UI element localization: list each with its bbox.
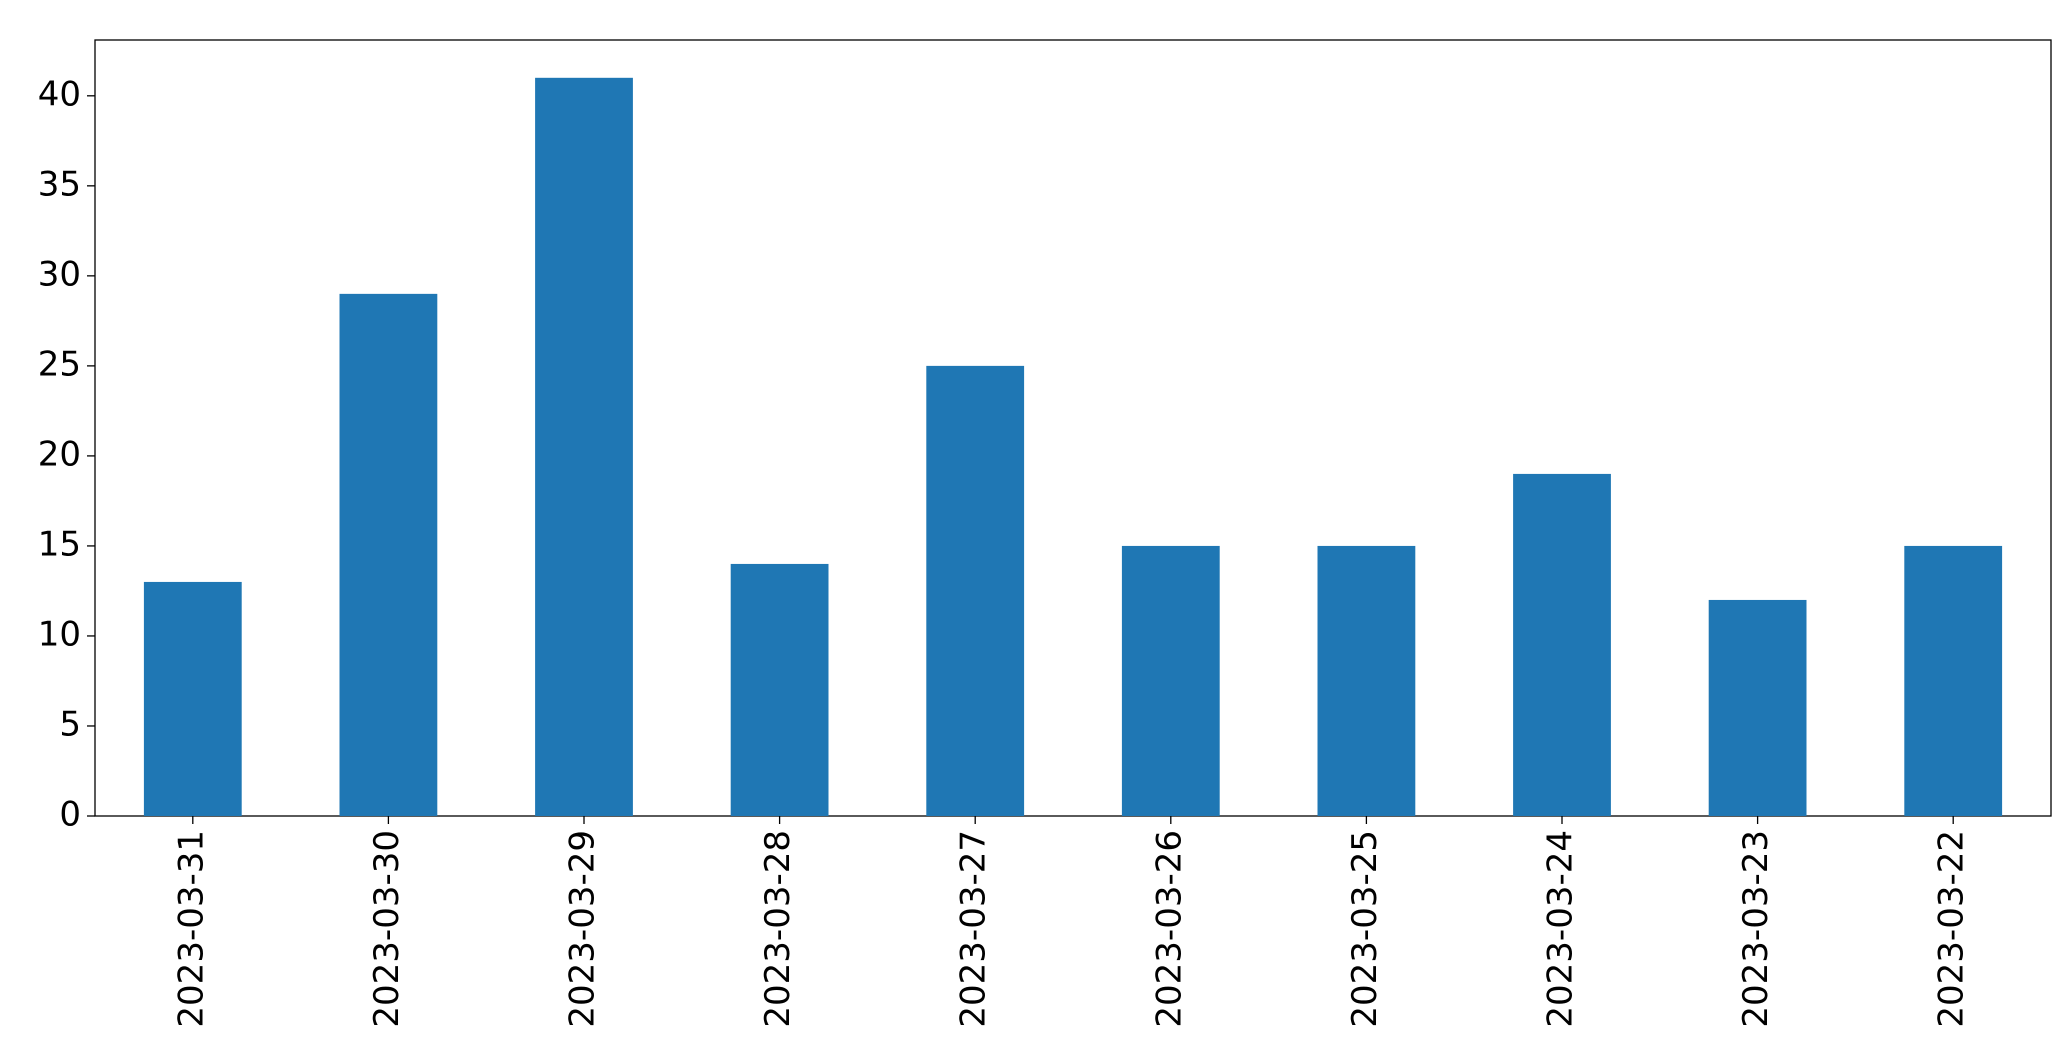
x-tick-label: 2023-03-24 xyxy=(1541,830,1581,1028)
bar xyxy=(1513,473,1611,816)
y-tick-label: 30 xyxy=(38,254,81,294)
y-tick-label: 15 xyxy=(38,524,81,564)
x-tick-label: 2023-03-26 xyxy=(1149,830,1189,1028)
bar xyxy=(339,293,438,816)
bar xyxy=(1317,545,1416,816)
y-tick-label: 40 xyxy=(38,74,81,114)
y-tick-label: 20 xyxy=(38,434,81,474)
plot-frame xyxy=(94,39,2052,817)
y-tick-label: 5 xyxy=(59,704,81,744)
bar xyxy=(1121,545,1220,816)
x-tick-label: 2023-03-31 xyxy=(171,830,211,1028)
y-tick-label: 35 xyxy=(38,164,81,204)
bar xyxy=(926,365,1025,816)
y-tick-label: 25 xyxy=(38,344,81,384)
bar xyxy=(1904,545,2003,816)
x-tick-label: 2023-03-25 xyxy=(1345,830,1385,1028)
x-tick-label: 2023-03-22 xyxy=(1932,830,1972,1028)
x-tick-label: 2023-03-30 xyxy=(367,830,407,1028)
x-tick-label: 2023-03-23 xyxy=(1736,830,1776,1028)
x-tick-label: 2023-03-28 xyxy=(758,830,798,1028)
bar xyxy=(535,77,633,816)
y-tick-label: 10 xyxy=(38,614,81,654)
bar xyxy=(1708,599,1807,816)
y-tick-label: 0 xyxy=(59,795,81,835)
x-tick-label: 2023-03-27 xyxy=(954,830,994,1028)
bar xyxy=(730,563,829,816)
bar xyxy=(143,581,242,816)
x-tick-label: 2023-03-29 xyxy=(563,830,603,1028)
